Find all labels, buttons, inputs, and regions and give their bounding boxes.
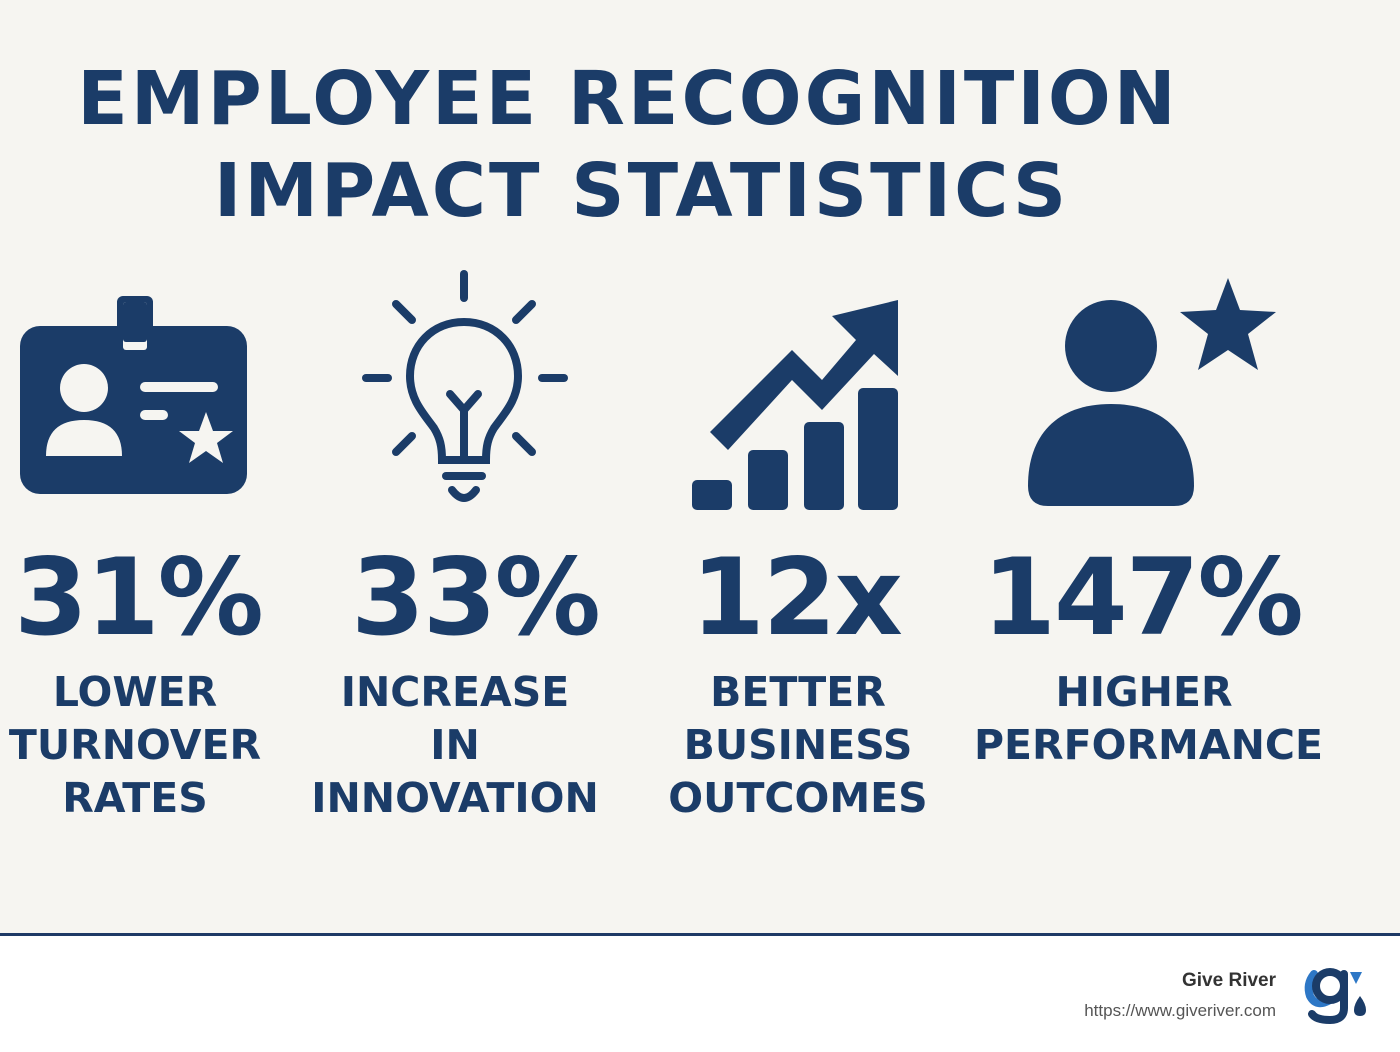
stat-label-line: HIGHER — [1055, 668, 1233, 716]
person-star-icon — [1026, 276, 1280, 508]
footer-divider — [0, 933, 1400, 936]
stat-label-line: PERFORMANCE — [974, 721, 1324, 769]
infographic-poster: EMPLOYEE RECOGNITION IMPACT STATISTICS — [0, 0, 1400, 934]
brand-url-link[interactable]: https://www.giveriver.com — [1084, 1001, 1276, 1020]
lightbulb-icon — [360, 270, 570, 514]
stat-value-business: 12x — [691, 536, 903, 659]
give-river-logo-icon — [1296, 962, 1376, 1028]
stat-label-line: RATES — [62, 774, 208, 822]
id-badge-star-icon — [20, 296, 247, 494]
growth-chart-icon — [692, 300, 902, 512]
stat-value-innovation: 33% — [351, 536, 601, 659]
title-line-1: EMPLOYEE RECOGNITION — [77, 56, 1179, 142]
stat-label-line: LOWER — [52, 668, 218, 716]
brand-name: Give River — [1182, 970, 1276, 991]
stat-label-line: BUSINESS — [683, 721, 913, 769]
stat-label-line: OUTCOMES — [668, 774, 928, 822]
stat-value-performance: 147% — [982, 536, 1303, 659]
stat-label-business: BETTER BUSINESS OUTCOMES — [628, 666, 968, 825]
title-line-2: IMPACT STATISTICS — [213, 148, 1070, 234]
stat-label-line: INNOVATION — [311, 774, 599, 822]
stat-label-line: BETTER — [710, 668, 886, 716]
stat-label-performance: HIGHER PERFORMANCE — [974, 666, 1324, 772]
stat-label-line: TURNOVER — [8, 721, 262, 769]
stat-label-line: IN — [430, 721, 480, 769]
stat-label-turnover: LOWER TURNOVER RATES — [0, 666, 305, 825]
stat-label-line: INCREASE — [340, 668, 570, 716]
stat-value-turnover: 31% — [14, 536, 264, 659]
stat-label-innovation: INCREASE IN INNOVATION — [285, 666, 625, 825]
